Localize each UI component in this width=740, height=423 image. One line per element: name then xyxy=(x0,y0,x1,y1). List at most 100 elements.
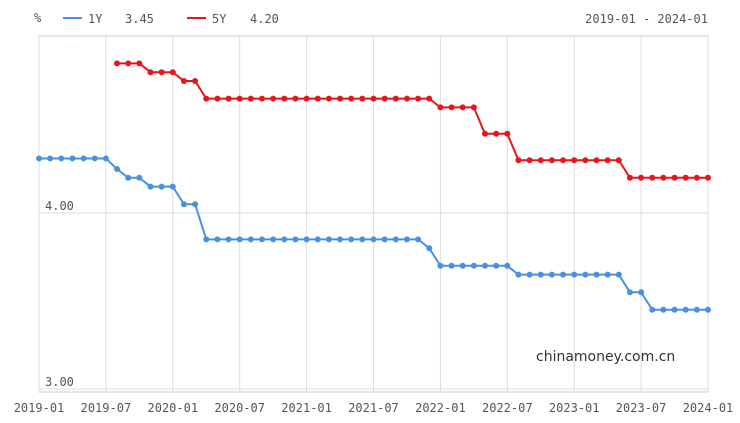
data-point-1y xyxy=(259,236,265,243)
data-point-5y xyxy=(303,95,310,102)
data-point-5y xyxy=(370,95,377,102)
data-point-1y xyxy=(348,236,355,243)
data-point-5y xyxy=(281,95,288,102)
data-point-5y xyxy=(403,95,410,102)
data-point-5y xyxy=(125,60,132,67)
data-point-1y xyxy=(571,271,578,278)
data-point-1y xyxy=(693,306,700,313)
data-point-1y xyxy=(359,236,366,243)
data-point-1y xyxy=(482,262,488,269)
date-range-label: 2019-01 - 2024-01 xyxy=(585,12,708,26)
data-point-5y xyxy=(649,174,656,181)
x-tick-label: 2023-07 xyxy=(616,401,667,415)
data-point-1y xyxy=(281,236,288,243)
data-point-5y xyxy=(571,157,578,164)
data-point-5y xyxy=(705,174,711,181)
data-point-5y xyxy=(236,95,243,102)
data-point-1y xyxy=(147,183,154,190)
data-point-5y xyxy=(415,95,422,102)
x-tick-label: 2020-07 xyxy=(214,401,265,415)
data-point-5y xyxy=(270,95,277,102)
data-point-1y xyxy=(705,306,711,313)
data-point-5y xyxy=(560,157,567,164)
data-point-5y xyxy=(325,95,332,102)
data-point-1y xyxy=(560,271,567,278)
data-point-5y xyxy=(626,174,633,181)
data-point-1y xyxy=(415,236,422,243)
data-point-1y xyxy=(36,155,42,162)
data-point-5y xyxy=(214,95,221,102)
data-point-5y xyxy=(548,157,555,164)
data-point-1y xyxy=(69,155,76,162)
data-point-1y xyxy=(292,236,299,243)
data-point-1y xyxy=(638,289,645,296)
x-tick-label: 2019-01 xyxy=(14,401,65,415)
legend-1y-value: 3.45 xyxy=(125,12,154,26)
data-point-5y xyxy=(147,69,154,76)
data-point-5y xyxy=(470,104,477,111)
data-point-5y xyxy=(504,130,511,137)
x-tick-label: 2022-07 xyxy=(482,401,533,415)
data-point-5y xyxy=(114,60,121,67)
x-tick-label: 2021-07 xyxy=(348,401,399,415)
data-point-5y xyxy=(292,95,299,102)
data-point-1y xyxy=(537,271,544,278)
data-point-5y xyxy=(448,104,455,111)
data-point-1y xyxy=(314,236,321,243)
data-point-1y xyxy=(593,271,600,278)
data-point-5y xyxy=(660,174,667,181)
legend-1y-name: 1Y xyxy=(88,12,103,26)
y-tick-label: 3.00 xyxy=(45,375,74,389)
data-point-1y xyxy=(114,166,121,172)
data-point-1y xyxy=(403,236,410,243)
data-point-1y xyxy=(682,306,689,313)
data-point-5y xyxy=(459,104,466,111)
watermark: chinamoney.com.cn xyxy=(536,349,675,365)
data-point-5y xyxy=(180,78,187,84)
data-point-5y xyxy=(192,78,199,84)
data-point-1y xyxy=(515,271,522,278)
y-axis-unit-label: % xyxy=(34,11,42,25)
data-point-1y xyxy=(125,174,132,181)
data-point-1y xyxy=(504,262,511,269)
data-point-1y xyxy=(325,236,332,243)
x-tick-label: 2023-01 xyxy=(549,401,600,415)
data-point-5y xyxy=(493,130,500,137)
data-point-1y xyxy=(303,236,310,243)
x-tick-label: 2024-01 xyxy=(683,401,734,415)
data-point-1y xyxy=(626,289,633,296)
data-point-1y xyxy=(671,306,678,313)
data-point-1y xyxy=(426,245,433,252)
legend: 1Y 3.45 5Y 4.20 xyxy=(63,12,279,26)
legend-5y-name: 5Y xyxy=(212,12,227,26)
data-point-5y xyxy=(392,95,399,102)
data-point-5y xyxy=(337,95,344,102)
data-point-5y xyxy=(604,157,611,164)
data-point-1y xyxy=(214,236,221,243)
data-point-5y xyxy=(203,95,210,102)
data-point-5y xyxy=(381,95,388,102)
y-tick-label: 4.00 xyxy=(45,199,74,213)
data-point-5y xyxy=(693,174,700,181)
data-point-1y xyxy=(136,174,143,181)
data-point-1y xyxy=(459,262,466,269)
data-point-5y xyxy=(638,174,645,181)
data-point-5y xyxy=(225,95,232,102)
data-point-1y xyxy=(337,236,344,243)
x-tick-label: 2022-01 xyxy=(415,401,466,415)
data-point-1y xyxy=(47,155,54,162)
data-point-5y xyxy=(136,60,143,67)
data-point-1y xyxy=(236,236,243,243)
data-point-1y xyxy=(470,262,477,269)
data-point-5y xyxy=(482,130,488,137)
data-point-5y xyxy=(437,104,444,111)
data-point-5y xyxy=(515,157,522,164)
data-point-1y xyxy=(247,236,254,243)
data-point-1y xyxy=(660,306,667,313)
data-point-5y xyxy=(158,69,165,76)
x-tick-label: 2020-01 xyxy=(148,401,199,415)
data-point-1y xyxy=(448,262,455,269)
data-point-5y xyxy=(593,157,600,164)
data-point-1y xyxy=(437,262,444,269)
